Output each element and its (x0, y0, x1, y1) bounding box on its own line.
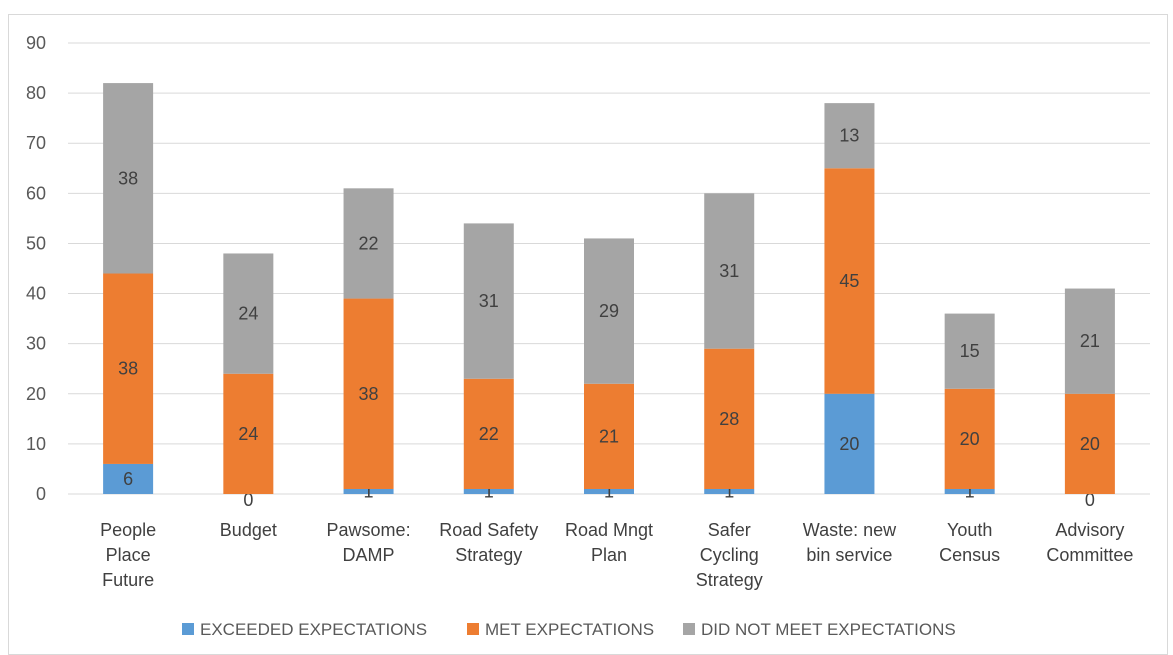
data-label: 1 (604, 481, 614, 501)
category-label: Safer (708, 520, 751, 540)
bar-segment (463, 488, 514, 494)
data-label: 45 (839, 271, 859, 291)
legend-label: DID NOT MEET EXPECTATIONS (701, 620, 956, 639)
data-label: 1 (965, 481, 975, 501)
category-label: Place (106, 545, 151, 565)
category-label: Plan (591, 545, 627, 565)
category-label: Strategy (455, 545, 522, 565)
y-tick-label: 60 (26, 183, 46, 203)
bar-segment (103, 83, 154, 274)
category-label: Cycling (700, 545, 759, 565)
y-tick-label: 30 (26, 334, 46, 354)
data-label: 0 (243, 490, 253, 510)
data-label: 29 (599, 301, 619, 321)
bar-segment (343, 188, 394, 299)
data-label: 21 (1080, 331, 1100, 351)
legend-swatch (182, 623, 194, 635)
data-label: 38 (118, 359, 138, 379)
bar-segment (584, 383, 634, 489)
category-label: Pawsome: (327, 520, 411, 540)
data-label: 20 (960, 429, 980, 449)
data-label: 20 (1080, 434, 1100, 454)
legend-swatch (467, 623, 479, 635)
category-label: Committee (1046, 545, 1133, 565)
y-tick-label: 70 (26, 133, 46, 153)
y-tick-label: 50 (26, 233, 46, 253)
bar-segment (944, 388, 995, 489)
category-label: Budget (220, 520, 277, 540)
bar-segment (824, 168, 875, 394)
data-label: 13 (839, 126, 859, 146)
bar-segment (103, 273, 154, 464)
y-tick-label: 80 (26, 83, 46, 103)
bar-segment (704, 348, 755, 489)
data-label: 20 (839, 434, 859, 454)
category-label: Road Safety (439, 520, 538, 540)
bar-segment (343, 488, 394, 494)
data-label: 1 (724, 481, 734, 501)
category-label: Waste: new (803, 520, 897, 540)
data-label: 24 (238, 304, 258, 324)
bar-segment (1064, 393, 1115, 494)
bar-segment (103, 463, 154, 494)
y-tick-label: 0 (36, 484, 46, 504)
category-label: Future (102, 570, 154, 590)
bar-segment (704, 488, 755, 494)
data-label: 6 (123, 469, 133, 489)
category-label: Strategy (696, 570, 763, 590)
data-label: 38 (359, 384, 379, 404)
bar-segment (343, 298, 394, 489)
data-label: 31 (479, 291, 499, 311)
data-label: 38 (118, 168, 138, 188)
legend-swatch (683, 623, 695, 635)
bar-segment (944, 488, 995, 494)
bar-segment (584, 488, 634, 494)
category-label: bin service (806, 545, 892, 565)
bar-segment (824, 103, 875, 169)
bar-segment (463, 378, 514, 489)
bar-segment (704, 193, 755, 349)
bar-segment (584, 238, 634, 384)
y-tick-label: 20 (26, 384, 46, 404)
bar-segment (463, 223, 514, 379)
y-tick-label: 40 (26, 284, 46, 304)
data-label: 22 (359, 233, 379, 253)
data-label: 1 (364, 481, 374, 501)
bar-segment (1064, 288, 1115, 394)
data-label: 0 (1085, 490, 1095, 510)
legend-label: EXCEEDED EXPECTATIONS (200, 620, 427, 639)
data-label: 21 (599, 426, 619, 446)
category-label: Youth (947, 520, 992, 540)
category-label: Advisory (1055, 520, 1124, 540)
bar-segment (824, 393, 875, 494)
category-label: DAMP (343, 545, 395, 565)
data-label: 15 (960, 341, 980, 361)
y-tick-label: 10 (26, 434, 46, 454)
data-label: 28 (719, 409, 739, 429)
y-tick-label: 90 (26, 33, 46, 53)
bar-segment (944, 313, 995, 389)
category-label: Census (939, 545, 1000, 565)
data-label: 24 (238, 424, 258, 444)
category-label: Road Mngt (565, 520, 653, 540)
bar-segment (223, 253, 274, 374)
bar-segment (223, 373, 274, 494)
category-label: People (100, 520, 156, 540)
data-label: 22 (479, 424, 499, 444)
data-label: 1 (484, 481, 494, 501)
data-label: 31 (719, 261, 739, 281)
legend-label: MET EXPECTATIONS (485, 620, 654, 639)
